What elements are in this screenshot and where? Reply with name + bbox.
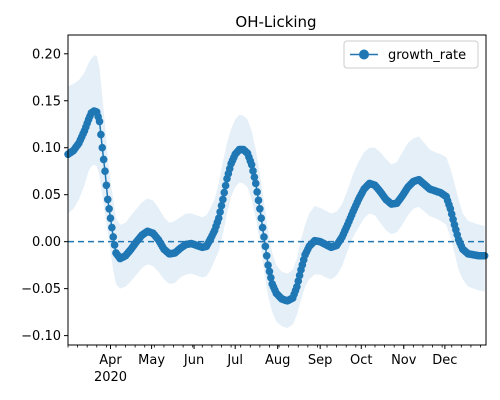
y-tick-label: −0.10 bbox=[21, 329, 61, 344]
confidence-band-layer bbox=[68, 55, 485, 329]
series-layer bbox=[64, 107, 489, 305]
plot-frame bbox=[67, 34, 487, 346]
data-point bbox=[108, 223, 116, 232]
x-tick-label: Nov bbox=[391, 353, 417, 368]
legend-entry-growth-rate: growth_rate bbox=[388, 48, 466, 63]
y-tick-label: 0.20 bbox=[32, 47, 61, 62]
legend-box bbox=[343, 40, 479, 69]
y-axis: −0.10 −0.05 0.00 0.05 0.10 0.15 0.20 bbox=[21, 47, 68, 344]
legend-marker-swatch bbox=[359, 49, 369, 60]
data-point bbox=[98, 143, 107, 152]
data-point bbox=[101, 167, 109, 176]
data-point bbox=[95, 117, 104, 126]
y-tick-label: 0.00 bbox=[32, 235, 61, 250]
data-point bbox=[216, 208, 224, 216]
x-tick-label: Jun bbox=[183, 353, 204, 368]
data-point bbox=[217, 201, 226, 210]
data-point bbox=[264, 261, 272, 269]
data-point bbox=[102, 181, 111, 190]
x-tick-label: Sep bbox=[308, 353, 333, 368]
x-axis: Apr May Jun Jul Aug Sep Oct Nov Dec bbox=[67, 345, 481, 368]
data-point bbox=[214, 214, 223, 222]
x-tick-label: Apr bbox=[99, 353, 122, 368]
data-point bbox=[250, 173, 259, 181]
y-tick-label: 0.10 bbox=[32, 141, 61, 156]
x-tick-label: Oct bbox=[350, 353, 372, 368]
data-point bbox=[99, 155, 108, 164]
x-tick-label: May bbox=[138, 353, 165, 368]
data-point bbox=[103, 195, 112, 204]
data-point bbox=[221, 181, 230, 190]
data-point bbox=[256, 204, 264, 213]
plot-area bbox=[64, 34, 489, 346]
data-point bbox=[105, 204, 113, 213]
y-tick-label: 0.15 bbox=[32, 94, 61, 109]
data-point bbox=[247, 160, 256, 169]
data-point bbox=[220, 188, 229, 197]
data-point bbox=[254, 196, 263, 205]
data-point bbox=[249, 167, 257, 175]
data-point bbox=[261, 242, 270, 251]
data-point bbox=[253, 188, 261, 196]
y-tick-label: −0.05 bbox=[21, 282, 61, 297]
x-tick-label: Aug bbox=[265, 353, 290, 368]
data-point bbox=[106, 214, 115, 222]
x-tick-label: Dec bbox=[432, 353, 457, 368]
data-point bbox=[110, 241, 119, 249]
data-point bbox=[265, 267, 274, 276]
legend: growth_rate bbox=[343, 40, 479, 69]
x-axis-year-label: 2020 bbox=[94, 370, 127, 385]
y-tick-label: 0.05 bbox=[32, 188, 61, 203]
data-point bbox=[480, 251, 489, 260]
data-point bbox=[260, 233, 268, 241]
data-point bbox=[257, 214, 266, 222]
data-point bbox=[258, 223, 267, 232]
x-tick-label: Jul bbox=[226, 353, 243, 368]
data-point bbox=[262, 251, 271, 260]
data-point bbox=[251, 179, 260, 188]
data-point bbox=[109, 233, 118, 241]
data-point bbox=[267, 273, 275, 282]
data-point bbox=[219, 195, 227, 204]
confidence-band bbox=[68, 55, 485, 329]
chart-title: OH-Licking bbox=[235, 13, 316, 31]
data-point bbox=[97, 130, 105, 139]
